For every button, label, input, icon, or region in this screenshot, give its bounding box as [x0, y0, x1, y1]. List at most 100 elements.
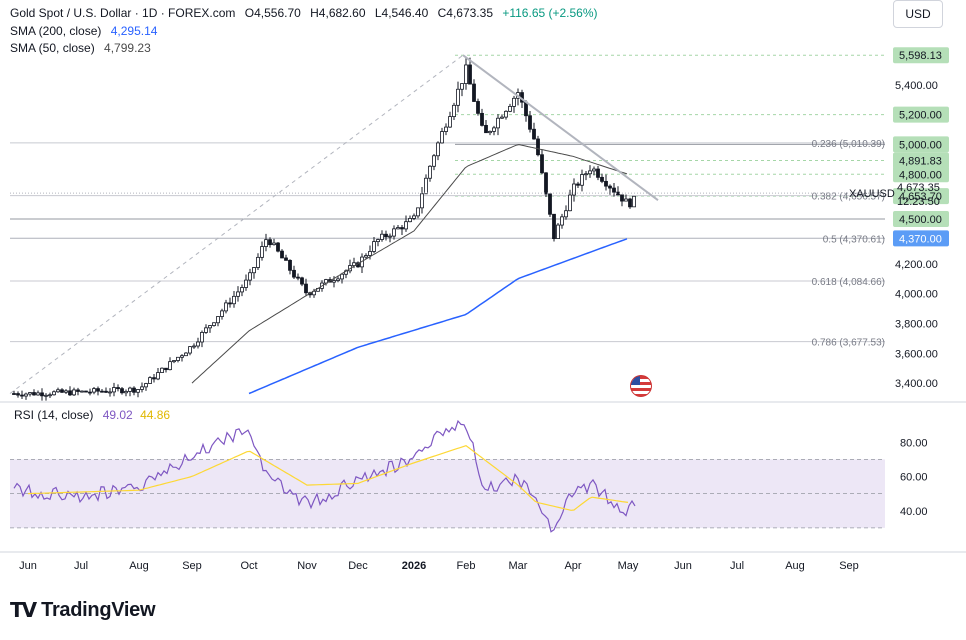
candle-body	[556, 224, 560, 239]
candle-body	[364, 255, 368, 258]
candle-body	[624, 198, 628, 202]
candle	[92, 387, 96, 395]
candle-body	[280, 250, 284, 259]
time-axis-tick: May	[618, 560, 639, 572]
candle	[420, 186, 424, 214]
candle-body	[476, 101, 480, 114]
time-axis-tick: Aug	[129, 560, 149, 572]
candle	[472, 79, 476, 102]
candle-body	[84, 390, 88, 393]
candle-body	[376, 239, 380, 243]
candle	[276, 241, 280, 253]
candle-body	[500, 116, 504, 119]
candle	[400, 225, 404, 236]
candle	[84, 390, 88, 393]
candle-body	[40, 392, 44, 397]
candle-body	[584, 173, 588, 176]
candle-body	[68, 390, 72, 396]
candle	[196, 337, 200, 349]
candle	[168, 357, 172, 371]
candle-body	[156, 372, 160, 380]
candle	[632, 195, 636, 208]
candle	[536, 135, 540, 157]
candle-body	[120, 388, 124, 394]
candle-body	[220, 310, 224, 317]
candle-body	[448, 116, 452, 128]
candle-body	[276, 242, 280, 252]
candle-body	[192, 345, 196, 348]
sma200-label: SMA (200, close)	[10, 24, 102, 38]
candle	[184, 352, 188, 357]
candle	[240, 284, 244, 297]
candle-body	[480, 112, 484, 126]
candle-body	[180, 355, 184, 358]
rsi-legend[interactable]: RSI (14, close) 49.02 44.86	[14, 408, 170, 422]
candle	[484, 120, 488, 134]
candle-body	[548, 193, 552, 215]
time-axis-tick: Apr	[564, 560, 581, 572]
candle-body	[632, 195, 636, 208]
price-change: +116.65 (+2.56%)	[502, 6, 598, 20]
candle-body	[72, 389, 76, 396]
candle-body	[284, 257, 288, 261]
candle	[148, 376, 152, 384]
candle	[452, 102, 456, 120]
candle	[256, 253, 260, 270]
ohlc-open: O4,556.70	[244, 6, 301, 20]
candle	[88, 388, 92, 396]
tradingview-logo[interactable]: TV TradingView	[10, 598, 156, 622]
sma50-label: SMA (50, close)	[10, 41, 95, 55]
candle	[572, 178, 576, 202]
candle	[620, 194, 624, 207]
candle	[108, 388, 112, 397]
candle	[576, 181, 580, 188]
candle-body	[224, 302, 228, 312]
price-label-text: 5,200.00	[899, 110, 942, 122]
candle-body	[572, 183, 576, 196]
candle	[140, 382, 144, 393]
candle	[424, 174, 428, 195]
candle	[336, 275, 340, 283]
sma200-legend[interactable]: SMA (200, close) 4,295.14	[10, 24, 157, 38]
candle-body	[372, 241, 376, 252]
candle	[164, 367, 168, 373]
candle-body	[248, 272, 252, 281]
candle-body	[216, 316, 220, 324]
candle-body	[512, 97, 516, 107]
candle-body	[552, 213, 556, 239]
candle-body	[128, 387, 132, 392]
candle	[160, 367, 164, 373]
candle	[504, 110, 508, 120]
candle-body	[104, 390, 108, 393]
candle	[456, 81, 460, 113]
candle-body	[388, 235, 392, 238]
candle-body	[444, 126, 448, 132]
candle	[612, 183, 616, 197]
rsi-axis-tick: 40.00	[900, 506, 928, 518]
candle-body	[196, 341, 200, 347]
us-flag-event-icon[interactable]	[630, 375, 652, 397]
candle	[528, 111, 532, 133]
candle-body	[596, 168, 600, 178]
candle	[492, 125, 496, 136]
candle-body	[568, 194, 572, 212]
candle-body	[560, 216, 564, 226]
candle	[432, 153, 436, 171]
candle-body	[240, 287, 244, 293]
candle-body	[136, 389, 140, 393]
candle	[176, 356, 180, 363]
price-label-text: 4,500.00	[899, 214, 942, 226]
candle	[548, 193, 552, 217]
candle-body	[396, 227, 400, 230]
candle	[544, 172, 548, 198]
candle	[152, 374, 156, 383]
candle	[36, 390, 40, 396]
currency-button[interactable]: USD	[893, 0, 943, 28]
candle	[192, 343, 196, 349]
candle-body	[32, 392, 36, 396]
symbol-title: Gold Spot / U.S. Dollar · 1D · FOREX.com	[10, 6, 236, 20]
candle-body	[528, 115, 532, 130]
sma50-legend[interactable]: SMA (50, close) 4,799.23	[10, 41, 151, 55]
candle-body	[536, 138, 540, 156]
